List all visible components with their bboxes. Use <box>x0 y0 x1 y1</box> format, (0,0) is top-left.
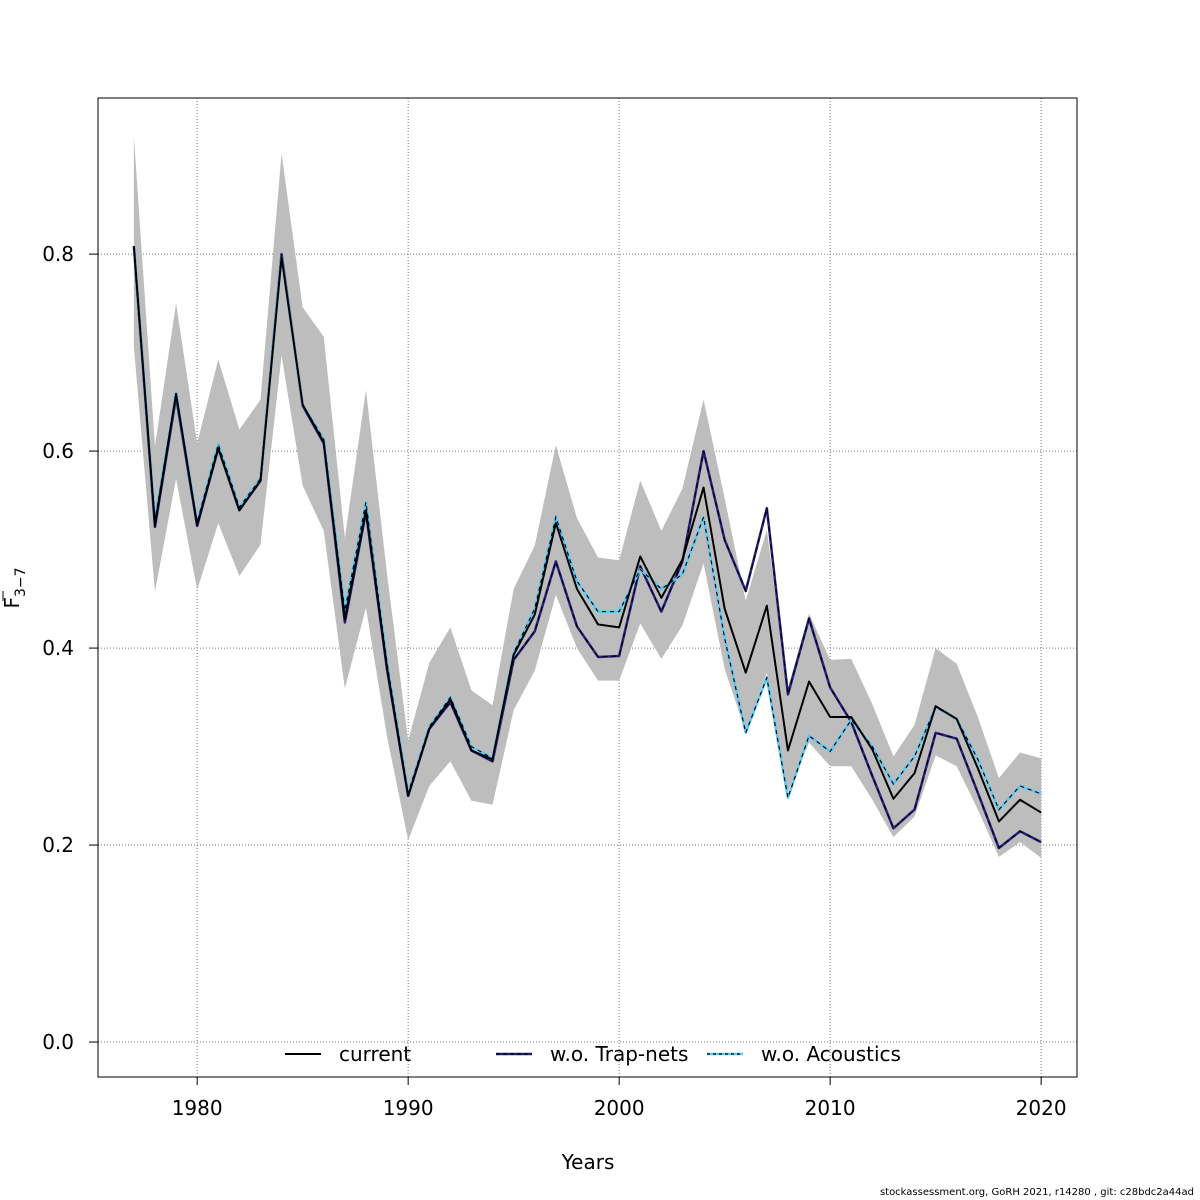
legend-label-current: current <box>339 1042 411 1066</box>
x-tick-label-2010: 2010 <box>805 1096 856 1120</box>
y-tick-label-0.2: 0.2 <box>42 833 74 857</box>
series-line-current <box>132 246 1042 823</box>
series-layer <box>132 246 1042 850</box>
footer-credit: stockassessment.org, GoRH 2021, r14280 ,… <box>879 1187 1194 1198</box>
x-tick-label-1980: 1980 <box>172 1096 223 1120</box>
svg-text:F3−7: F3−7 <box>0 567 29 608</box>
x-axis: 1980 1990 2000 2010 2020 <box>172 1077 1067 1120</box>
y-axis-title-main: F <box>0 597 24 609</box>
plot-frame <box>97 97 1078 1078</box>
y-tick-label-0.0: 0.0 <box>42 1030 74 1054</box>
series-dash-overlay-trap-nets <box>133 246 1042 849</box>
x-axis-title: Years <box>561 1150 615 1174</box>
x-tick-label-2000: 2000 <box>594 1096 645 1120</box>
series-current <box>132 246 1042 823</box>
legend-item-acoustics: w.o. Acoustics <box>707 1042 901 1066</box>
y-axis: 0.0 0.2 0.4 0.6 0.8 <box>42 242 98 1054</box>
confidence-band <box>133 135 1042 858</box>
legend-item-trap-nets: w.o. Trap-nets <box>496 1042 688 1066</box>
y-tick-label-0.4: 0.4 <box>42 636 74 660</box>
series-dash-overlay-acoustics <box>133 246 1042 811</box>
x-tick-label-2020: 2020 <box>1016 1096 1067 1120</box>
legend-item-current: current <box>285 1042 411 1066</box>
confidence-band-layer <box>133 135 1042 858</box>
y-axis-title: F3−7 <box>0 567 29 608</box>
y-tick-label-0.8: 0.8 <box>42 242 74 266</box>
legend-label-trap-nets: w.o. Trap-nets <box>550 1042 688 1066</box>
y-tick-label-0.6: 0.6 <box>42 439 74 463</box>
legend-label-acoustics: w.o. Acoustics <box>761 1042 901 1066</box>
legend: current w.o. Trap-nets w.o. Acoustics <box>285 1042 901 1066</box>
y-axis-title-sub: 3−7 <box>13 567 29 597</box>
x-tick-label-1990: 1990 <box>383 1096 434 1120</box>
